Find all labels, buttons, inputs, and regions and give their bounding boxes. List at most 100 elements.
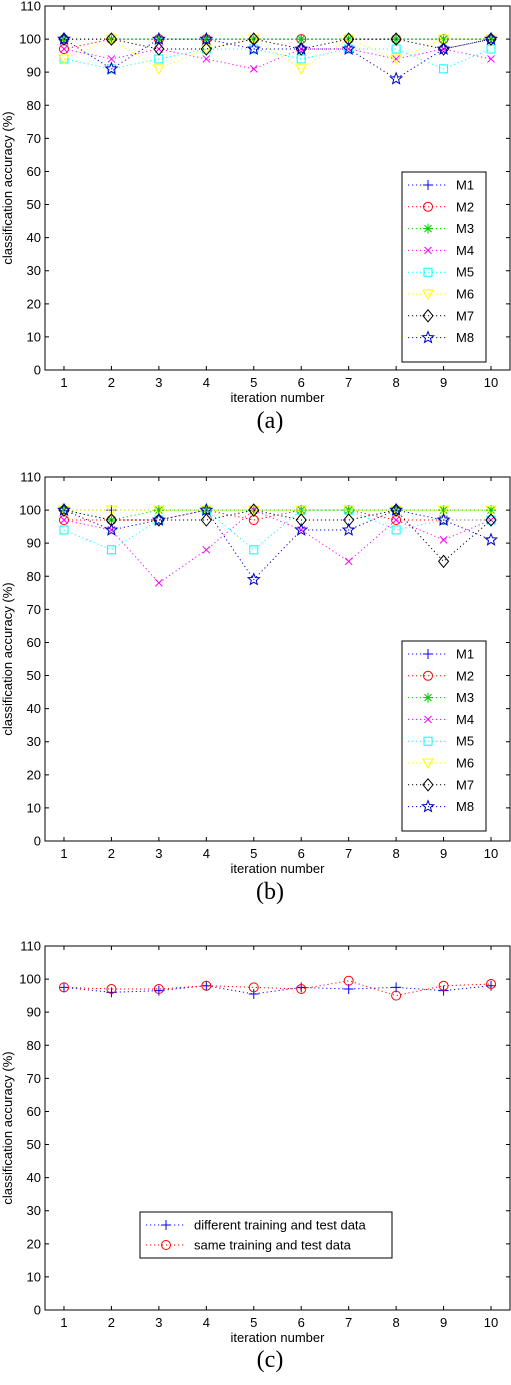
data-point [438,34,449,45]
y-tick-label: 0 [34,1303,41,1318]
x-tick-label: 8 [393,846,400,861]
series-7 [58,503,497,569]
series-5 [59,44,496,74]
x-tick-label: 8 [393,1315,400,1330]
y-tick-label: 110 [20,939,41,954]
series-line [63,38,492,80]
data-point [486,979,497,990]
x-tick-label: 1 [60,1315,67,1330]
legend-marker [422,778,434,792]
x-tick-label: 9 [440,1315,447,1330]
data-point [391,990,402,1001]
legend-label: different training and test data [194,1218,367,1233]
data-point [486,505,497,516]
y-tick-label: 20 [27,767,41,782]
data-point [153,64,165,75]
legend-label: M1 [456,178,474,193]
series-line [63,509,492,563]
data-point [247,505,260,517]
legend-label: M7 [456,777,474,792]
x-tick-label: 10 [484,375,498,390]
x-tick-label: 5 [250,1315,257,1330]
x-tick-label: 7 [345,846,352,861]
y-tick-label: 80 [27,569,41,584]
data-point [439,64,449,74]
legend-marker [424,715,432,724]
data-point [487,516,495,524]
plot-area-frame [44,476,511,842]
data-point [105,34,118,46]
data-point [107,55,116,63]
data-point [392,55,400,63]
data-point [104,522,119,536]
data-point [391,525,401,535]
legend-marker [423,180,433,190]
legend-marker [420,799,436,813]
y-axis-label: classification accuracy (%) [0,1051,15,1204]
panel-caption: (c) [257,1347,284,1373]
x-tick-label: 3 [155,375,162,390]
legend-marker [161,1220,171,1230]
legend-label: M5 [456,265,474,280]
legend-label: M1 [456,647,474,662]
data-point [343,975,354,986]
legend-label: M3 [456,690,474,705]
series-3 [58,34,497,45]
y-tick-label: 0 [34,834,41,849]
x-tick-label: 2 [108,846,115,861]
data-point [153,984,164,995]
legend-marker [422,309,434,323]
data-point [249,545,259,555]
legend-box [401,640,487,832]
y-tick-label: 40 [27,701,41,716]
series-line [63,48,492,70]
data-point [248,32,260,46]
x-tick-label: 6 [298,1315,305,1330]
x-tick-label: 7 [345,1315,352,1330]
data-point [248,503,260,517]
y-tick-label: 20 [27,1236,41,1251]
series-line [63,48,492,70]
y-tick-label: 70 [27,1071,41,1086]
x-tick-label: 1 [60,375,67,390]
y-tick-label: 10 [27,1269,41,1284]
series-5 [59,505,496,555]
data-point [246,572,261,586]
x-tick-label: 6 [298,846,305,861]
y-tick-label: 0 [34,363,41,378]
legend: M1 M2 M3 M4 M5 M6 M7 M8 [401,640,487,832]
y-tick-label: 100 [19,32,41,47]
data-point [106,984,117,995]
x-tick-label: 5 [250,846,257,861]
x-tick-label: 9 [440,375,447,390]
x-axis-label: iteration number [231,390,326,405]
y-tick-label: 20 [27,296,41,311]
x-tick-label: 1 [60,846,67,861]
x-tick-label: 4 [203,846,210,861]
y-tick-label: 40 [27,230,41,245]
panel-caption: (a) [257,408,284,434]
legend-box [139,1211,393,1259]
y-tick-label: 100 [19,503,41,518]
data-point [485,505,497,517]
plot-area-frame [44,945,511,1311]
data-point [200,42,212,56]
data-point [484,31,499,46]
data-point [341,522,356,536]
series-line [63,38,492,50]
x-tick-label: 2 [108,375,115,390]
legend-marker [420,330,436,344]
data-point [389,502,404,517]
y-tick-label: 80 [27,98,41,113]
series-line [63,38,492,50]
data-point [341,41,356,55]
y-tick-label: 90 [27,65,41,80]
data-point [487,55,495,63]
series-6 [58,34,497,75]
legend-marker [423,736,433,746]
data-point [202,545,211,554]
data-point [391,44,401,54]
data-point [249,65,258,73]
data-point [60,45,68,53]
chart-panel-2: 0 10 20 30 40 50 60 70 80 90 100 110 1 2 3 4 5 6 7 8 9 10 iter… [0,470,511,905]
